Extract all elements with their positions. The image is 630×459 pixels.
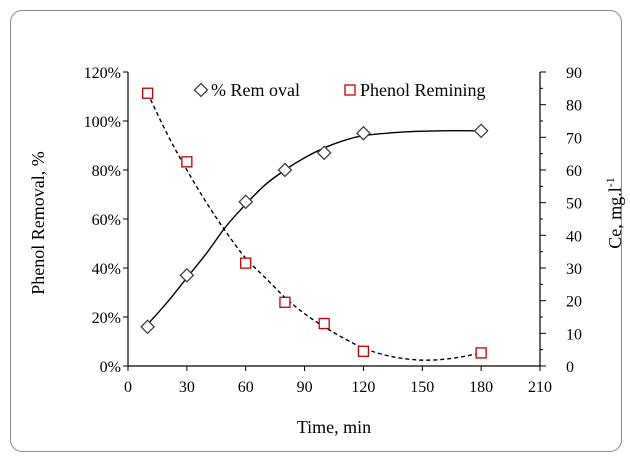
- y-right-tick-label: 80: [566, 98, 582, 115]
- series-1-point: [140, 319, 156, 335]
- series-2-point: [279, 296, 291, 308]
- y-right-tick-label: 70: [566, 130, 582, 147]
- x-tick-label: 30: [179, 379, 195, 396]
- y-left-tick-label: 120%: [84, 65, 121, 82]
- series-2-point: [240, 257, 252, 269]
- series-2-point: [318, 317, 330, 330]
- y-right-tick-label: 20: [566, 294, 582, 311]
- y-left-tick-label: 0%: [100, 359, 121, 376]
- series-1-point: [238, 194, 254, 210]
- y-right-tick-label: 40: [566, 228, 582, 245]
- y-left-tick-label: 100%: [84, 114, 121, 131]
- series-2-point: [357, 345, 370, 357]
- chart-frame: [10, 10, 622, 452]
- series-1-point: [277, 162, 293, 178]
- x-tick-label: 120: [351, 379, 375, 396]
- y-right-tick-label: 90: [566, 65, 582, 82]
- legend-marker-phenol: [344, 84, 356, 96]
- y-right-tick-label: 50: [566, 196, 582, 213]
- series-2-point: [181, 156, 193, 168]
- legend-marker-removal: [193, 82, 209, 98]
- series-1-point: [473, 123, 489, 139]
- y-right-tick-label: 60: [566, 163, 582, 180]
- y-left-tick-label: 80%: [92, 163, 121, 180]
- series-1-point: [356, 125, 371, 141]
- y-right-axis-title-superscript: -1: [603, 177, 617, 187]
- y-right-tick-label: 10: [566, 326, 582, 343]
- series-1-point: [179, 267, 195, 283]
- x-tick-label: 0: [124, 379, 132, 396]
- series-1-point: [316, 145, 332, 161]
- series-2-point: [141, 87, 154, 99]
- y-left-axis-title: Phenol Removal, %: [28, 151, 48, 294]
- series-2-fit-line: [146, 92, 482, 361]
- x-tick-label: 180: [469, 379, 493, 396]
- x-tick-label: 150: [410, 379, 434, 396]
- x-tick-label: 60: [238, 379, 254, 396]
- x-tick-label: 90: [297, 379, 313, 396]
- series-2-point: [475, 347, 487, 359]
- y-left-tick-label: 20%: [92, 310, 121, 327]
- series-1-fit-line: [147, 130, 482, 325]
- y-right-tick-label: 0: [566, 359, 574, 376]
- y-right-axis-title: Ce, mg.l-1: [603, 177, 625, 249]
- y-right-tick-label: 30: [566, 261, 582, 278]
- x-axis-title: Time, min: [297, 417, 371, 437]
- y-left-tick-label: 60%: [92, 212, 121, 229]
- legend-label-phenol: Phenol Remining: [360, 80, 486, 100]
- legend-label-removal: % Rem oval: [211, 80, 300, 100]
- y-left-tick-label: 40%: [92, 261, 121, 278]
- x-tick-label: 210: [528, 379, 552, 396]
